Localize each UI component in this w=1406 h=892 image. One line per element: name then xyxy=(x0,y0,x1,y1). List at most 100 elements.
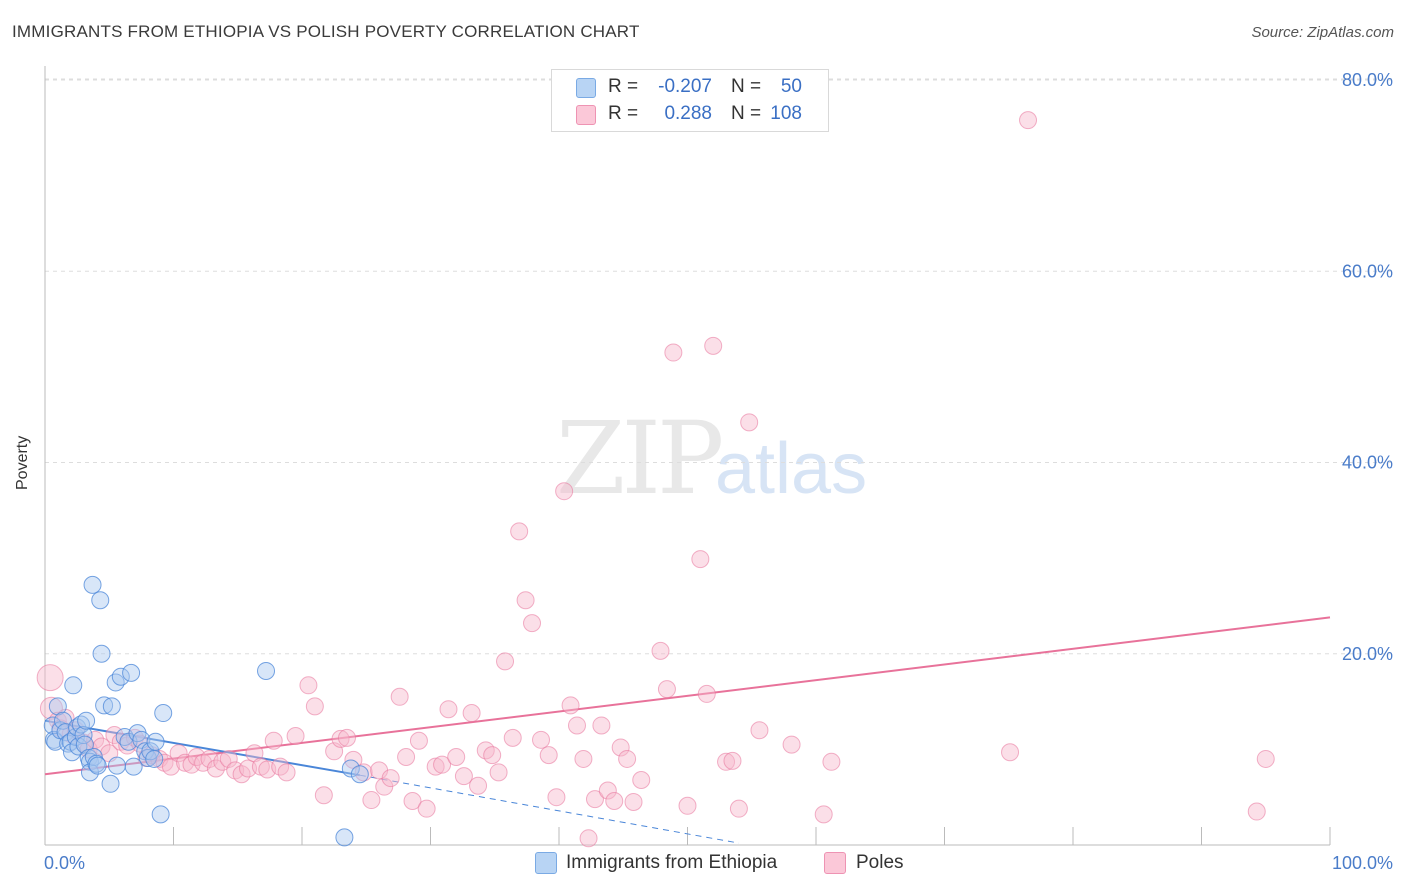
poles-point xyxy=(657,680,676,699)
poles-point xyxy=(403,792,422,811)
poles-point xyxy=(219,749,238,768)
poles-point xyxy=(426,757,445,776)
ethiopia-point xyxy=(64,676,83,695)
poles-point xyxy=(574,749,593,768)
poles-point xyxy=(516,591,535,610)
poles-point xyxy=(397,748,416,767)
poles-point xyxy=(454,767,473,786)
poles-point xyxy=(592,716,611,735)
x-tick-label-min: 0.0% xyxy=(44,853,85,873)
legend-row-poles: R = 0.288 N = 108 xyxy=(552,101,828,127)
poles-point xyxy=(723,751,742,770)
ethiopia-point xyxy=(257,661,276,680)
poles-point xyxy=(314,786,333,805)
ethiopia-point xyxy=(151,805,170,824)
poles-point xyxy=(161,757,180,776)
poles-point xyxy=(337,728,356,747)
ethiopia-point xyxy=(107,756,126,775)
ethiopia-point xyxy=(154,704,173,723)
ethiopia-point xyxy=(88,756,107,775)
poles-point xyxy=(489,763,508,782)
poles-point xyxy=(390,687,409,706)
poles-point xyxy=(532,730,551,749)
ethiopia-point xyxy=(92,644,111,663)
ethiopia-point xyxy=(77,711,96,730)
poles-point xyxy=(447,748,466,767)
watermark-zip: ZIP xyxy=(556,400,724,517)
poles-point xyxy=(611,738,630,757)
poles-point xyxy=(503,728,522,747)
y-tick-label: 80.0% xyxy=(1342,70,1393,90)
poles-point xyxy=(439,700,458,719)
y-tick-label: 60.0% xyxy=(1342,261,1393,281)
poles-point xyxy=(1001,743,1020,762)
poles-point xyxy=(664,343,683,362)
ethiopia-point xyxy=(111,667,130,686)
legend-label-poles: Poles xyxy=(856,852,904,873)
poles-point xyxy=(277,763,296,782)
ethiopia-point xyxy=(75,735,94,754)
y-tick-label: 40.0% xyxy=(1342,453,1393,473)
poles-point xyxy=(469,776,488,795)
legend-swatch-ethiopia xyxy=(576,78,596,98)
legend-n-value: 50 xyxy=(780,76,802,97)
poles-point xyxy=(206,759,225,778)
poles-point xyxy=(483,746,502,765)
poles-point xyxy=(704,336,723,355)
series-poles-points xyxy=(36,111,1275,848)
poles-point xyxy=(523,614,542,633)
trend-lines xyxy=(44,616,1331,844)
poles-point xyxy=(605,792,624,811)
x-tick-label-max: 100.0% xyxy=(1332,853,1393,873)
poles-point xyxy=(496,652,515,671)
poles-point xyxy=(651,641,670,660)
poles-point xyxy=(1247,802,1266,821)
poles-point xyxy=(691,550,710,569)
poles-point xyxy=(510,522,529,541)
legend-n-label: N = xyxy=(731,103,762,124)
ethiopia-point xyxy=(101,774,120,793)
y-tick-label: 20.0% xyxy=(1342,644,1393,664)
poles-point xyxy=(305,697,324,716)
poles-point xyxy=(547,788,566,807)
ethiopia-point xyxy=(146,732,165,751)
ethiopia-trend-line xyxy=(44,719,360,777)
legend-r-value: 0.288 xyxy=(664,103,712,124)
legend-n-value: 108 xyxy=(770,103,802,124)
poles-point xyxy=(299,676,318,695)
poles-point xyxy=(618,749,637,768)
chart-title: IMMIGRANTS FROM ETHIOPIA VS POLISH POVER… xyxy=(12,22,640,41)
poles-point xyxy=(814,805,833,824)
ethiopia-point xyxy=(83,575,102,594)
ethiopia-point xyxy=(122,663,141,682)
poles-point xyxy=(1019,111,1038,130)
ethiopia-point xyxy=(69,737,88,756)
poles-point xyxy=(561,696,580,715)
poles-point xyxy=(750,721,769,740)
tick-labels: 20.0% 40.0% 60.0% 80.0% 0.0% 100.0% xyxy=(44,70,1393,873)
ethiopia-point xyxy=(56,723,75,742)
ethiopia-point xyxy=(48,697,67,716)
poles-point xyxy=(782,735,801,754)
chart-source: Source: ZipAtlas.com xyxy=(1251,24,1394,41)
ethiopia-point xyxy=(335,828,354,847)
poles-point xyxy=(598,781,617,800)
legend-r-value: -0.207 xyxy=(658,76,712,97)
poles-point xyxy=(39,696,63,720)
poles-point xyxy=(729,799,748,818)
poles-point xyxy=(567,716,586,735)
legend-n-label: N = xyxy=(731,76,762,97)
legend-label-ethiopia: Immigrants from Ethiopia xyxy=(566,852,778,873)
correlation-legend: R = -0.207 N = 50 R = 0.288 N = 108 xyxy=(551,69,829,132)
grid-lines xyxy=(45,78,1392,655)
poles-point xyxy=(697,684,716,703)
legend-swatch-poles xyxy=(824,852,846,874)
legend-r-label: R = xyxy=(608,76,639,97)
legend-r-label: R = xyxy=(608,103,639,124)
ethiopia-point xyxy=(91,591,110,610)
ethiopia-trend-extension xyxy=(359,774,739,844)
poles-point xyxy=(632,770,651,789)
poles-point xyxy=(585,790,604,809)
poles-point xyxy=(362,791,381,810)
